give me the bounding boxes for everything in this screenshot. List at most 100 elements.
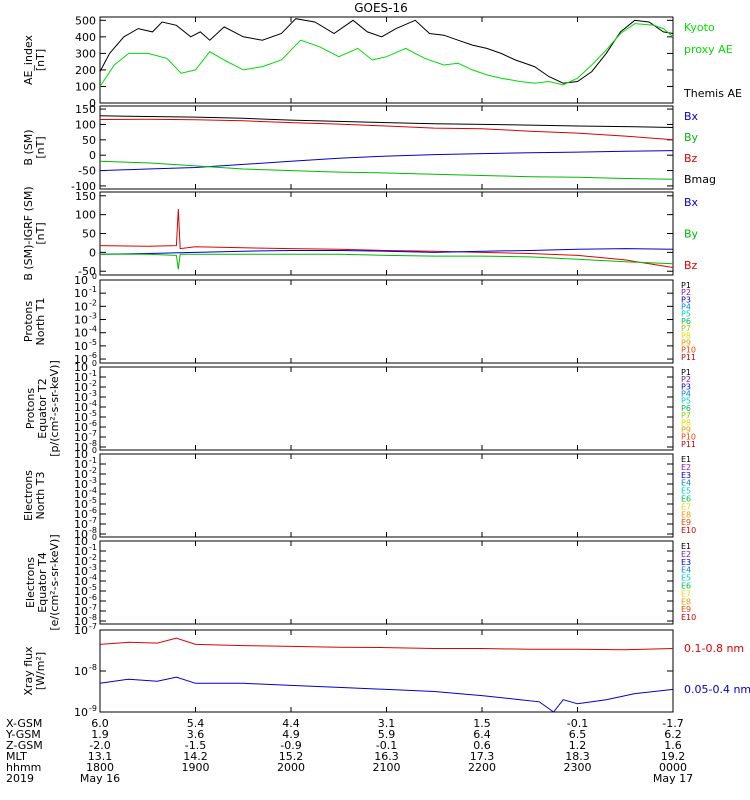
footer-value: 2300: [564, 761, 592, 774]
y-tick-label: -50: [78, 265, 96, 278]
y-tick-exponent: -5: [89, 338, 97, 347]
channel-label: P3: [681, 295, 691, 304]
footer-value: 1800: [86, 761, 114, 774]
channel-label: E8: [681, 597, 691, 606]
footer-value: May 16: [80, 772, 120, 785]
footer-value: -1.7: [662, 717, 683, 730]
channel-label: P2: [681, 288, 691, 297]
y-tick-label: 100: [75, 118, 96, 131]
channel-label: P6: [681, 317, 691, 326]
y-tick-label: 10: [74, 508, 88, 521]
y-tick-exponent: -3: [89, 476, 97, 485]
channel-label: E7: [681, 589, 691, 598]
panel-ae: 500 400 300 200 100 0 AE_index [nT] Kyoto proxy A…: [22, 14, 742, 110]
y-axis-label: Electrons: [22, 470, 35, 521]
y-tick-exponent: -6: [89, 351, 97, 360]
y-tick-label: 10: [74, 287, 88, 300]
legend-label: By: [684, 228, 699, 241]
legend-label: 0.1-0.8 nm: [684, 642, 744, 655]
footer-value: 15.2: [279, 750, 304, 763]
channel-label: E7: [681, 502, 691, 511]
footer-row-label: hhmm: [6, 761, 41, 774]
y-axis-label: Protons: [24, 388, 37, 429]
y-tick-label: 10: [74, 421, 88, 434]
y-tick-exponent: -6: [89, 419, 97, 428]
footer-value: 1900: [182, 761, 210, 774]
footer-value: 1.5: [473, 717, 491, 730]
footer-value: 6.2: [664, 728, 682, 741]
footer-value: 6.4: [473, 728, 491, 741]
legend-label: By: [684, 131, 699, 144]
y-tick-exponent: -3: [89, 563, 97, 572]
y-tick-exponent: -8: [89, 663, 97, 672]
channel-label: P3: [681, 382, 691, 391]
panel-b: 150 100 50 0 -50 -100 B (SM) [nT] Bx By Bz Bmag: [22, 103, 716, 193]
y-tick-label: 10: [74, 401, 88, 414]
y-tick-label: 10: [74, 488, 88, 501]
series-line: [100, 253, 674, 270]
channel-label: E10: [681, 526, 696, 535]
y-tick-exponent: -1: [89, 285, 97, 294]
y-tick-label: -50: [78, 165, 96, 178]
y-tick-label: 10: [74, 468, 88, 481]
y-tick-exponent: -2: [89, 466, 97, 475]
y-tick-label: 400: [75, 31, 96, 44]
y-axis-label: Equator T4: [36, 552, 49, 612]
channel-label: E2: [681, 463, 691, 472]
channel-label: P7: [681, 324, 691, 333]
y-tick-exponent: 0: [92, 533, 97, 542]
channel-label: P4: [681, 390, 691, 399]
footer-value: 5.9: [378, 728, 396, 741]
channel-label: E8: [681, 510, 691, 519]
y-axis-label: [p/(cm²-s-sr-keV)]: [48, 360, 61, 457]
footer-value: 3.1: [378, 717, 396, 730]
footer-value: 1.9: [91, 728, 109, 741]
legend-label: Bx: [684, 110, 699, 123]
footer-value: 16.3: [374, 750, 399, 763]
channel-label: P8: [681, 418, 691, 427]
series-line: [99, 637, 674, 651]
y-tick-exponent: -1: [89, 369, 97, 378]
y-tick-label: 150: [75, 190, 96, 203]
y-tick-label: 10: [74, 353, 88, 366]
series-line: [99, 115, 674, 128]
y-tick-label: 10: [74, 555, 88, 568]
series-line: [99, 23, 674, 87]
y-tick-label: 50: [82, 228, 96, 241]
y-tick-exponent: -7: [89, 603, 97, 612]
channel-label: E4: [681, 566, 691, 575]
footer-value: 0.6: [473, 739, 491, 752]
y-tick-exponent: -3: [89, 312, 97, 321]
footer-row-label: Y-GSM: [5, 728, 41, 741]
y-tick-label: 10: [74, 665, 88, 678]
footer-value: -1.5: [185, 739, 206, 752]
y-tick-exponent: -8: [89, 613, 97, 622]
y-tick-exponent: -5: [89, 496, 97, 505]
y-tick-label: 10: [74, 498, 88, 511]
y-tick-exponent: -6: [89, 593, 97, 602]
y-tick-label: 10: [74, 565, 88, 578]
series-line: [99, 160, 674, 180]
y-tick-label: 300: [75, 47, 96, 60]
series-line: [99, 248, 674, 255]
footer-value: 17.3: [470, 750, 495, 763]
footer-value: 1.2: [569, 739, 587, 752]
footer-value: 19.2: [661, 750, 686, 763]
channel-label: P11: [681, 353, 696, 362]
series-line: [99, 18, 674, 84]
y-tick-label: 500: [75, 14, 96, 27]
footer-value: May 17: [653, 772, 693, 785]
y-tick-exponent: -3: [89, 389, 97, 398]
channel-label: E4: [681, 479, 691, 488]
y-tick-exponent: -9: [89, 704, 97, 713]
channel-label: P2: [681, 375, 691, 384]
y-tick-label: 10: [74, 585, 88, 598]
footer-value: 3.6: [187, 728, 205, 741]
channel-label: P10: [681, 433, 696, 442]
chart-title: GOES-16: [354, 1, 408, 15]
channel-label: E5: [681, 574, 691, 583]
y-tick-label: -100: [71, 180, 96, 193]
y-tick-label: 10: [74, 327, 88, 340]
